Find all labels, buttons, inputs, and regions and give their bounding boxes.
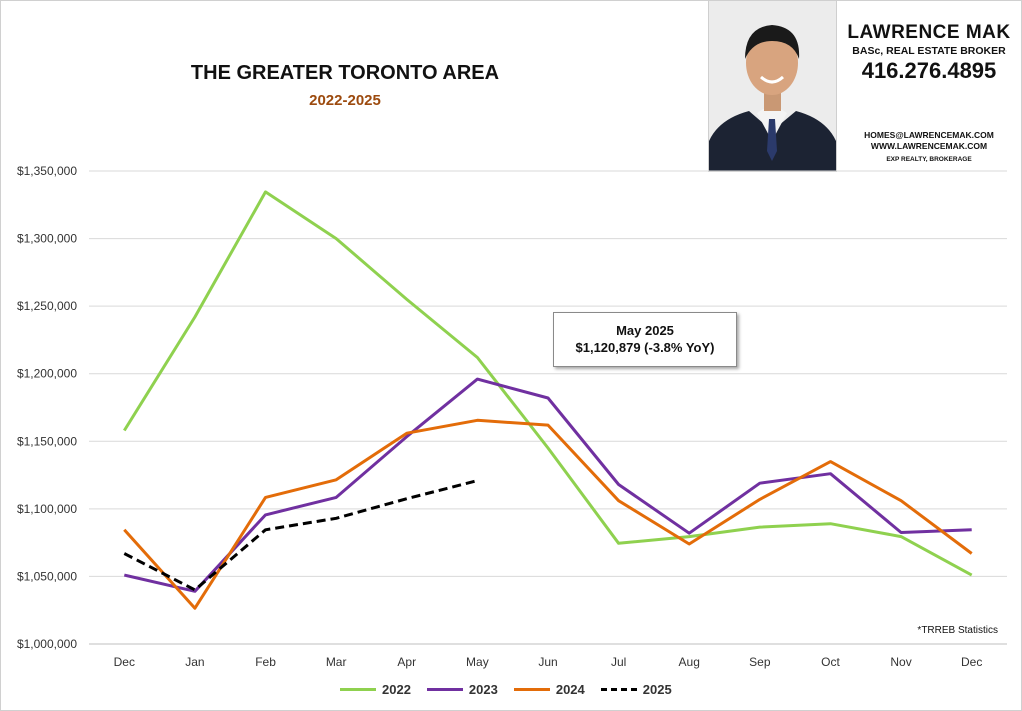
legend-item-2024: 2024 [513, 681, 585, 697]
series-line-2023 [123, 377, 972, 593]
legend-label: 2022 [382, 681, 411, 697]
x-tick-label: Jan [185, 655, 204, 669]
x-tick-label: Jul [611, 655, 626, 669]
legend-item-2023: 2023 [426, 681, 498, 697]
agent-phone: 416.276.4895 [861, 58, 997, 83]
y-tick-label: $1,150,000 [17, 434, 77, 448]
chart-subtitle: 2022-2025 [309, 92, 381, 109]
y-tick-label: $1,000,000 [17, 637, 77, 651]
source-note: *TRREB Statistics [917, 625, 998, 636]
agent-email: HOMES@LAWRENCEMAK.COM [864, 130, 994, 140]
y-tick-label: $1,050,000 [17, 569, 77, 583]
y-tick-label: $1,250,000 [17, 299, 77, 313]
x-tick-label: Jun [538, 655, 557, 669]
series-line-2024 [123, 418, 973, 610]
annotation-title: May 2025 [616, 323, 674, 338]
x-tick-label: Nov [890, 655, 911, 669]
y-axis-ticks: $1,000,000 $1,050,000 $1,100,000 $1,150,000… [17, 164, 77, 651]
series-line-2025 [123, 479, 478, 592]
gridlines [89, 170, 1007, 645]
legend-label: 2023 [468, 681, 498, 697]
x-tick-label: Aug [679, 655, 700, 669]
agent-credentials: BASc, REAL ESTATE BROKER [852, 45, 1006, 57]
annotation-value: $1,120,879 (-3.8% YoY) [575, 340, 715, 355]
legend-item-2022: 2022 [340, 682, 411, 697]
y-tick-label: $1,200,000 [17, 367, 77, 381]
x-tick-label: Dec [961, 655, 982, 669]
x-tick-label: May [466, 655, 489, 669]
series-line-2022 [123, 190, 973, 577]
x-tick-label: Sep [749, 655, 771, 669]
legend-label: 2025 [642, 681, 672, 697]
agent-photo [708, 0, 837, 172]
x-tick-label: Feb [255, 655, 276, 669]
legend-label: 2024 [555, 681, 585, 697]
legend-item-2025: 2025 [600, 681, 672, 697]
x-axis-ticks: Dec Jan Feb Mar Apr May Jun Jul Aug Sep Oct Nov Dec [114, 655, 983, 669]
x-tick-label: Dec [114, 655, 135, 669]
series-lines [123, 190, 973, 610]
agent-brokerage: EXP REALTY, BROKERAGE [886, 156, 972, 163]
legend-swatch [340, 687, 376, 691]
legend-swatch [600, 687, 637, 691]
legend-swatch [513, 687, 550, 691]
legend: 2022 2023 2024 2025 [340, 679, 688, 699]
agent-name: LAWRENCE MAK [847, 22, 1011, 43]
x-tick-label: Mar [326, 655, 347, 669]
chart-title: THE GREATER TORONTO AREA [190, 62, 500, 84]
x-tick-label: Oct [821, 655, 840, 669]
annotation-box: May 2025 $1,120,879 (-3.8% YoY) [553, 312, 737, 367]
agent-website: WWW.LAWRENCEMAK.COM [870, 141, 988, 151]
y-tick-label: $1,350,000 [17, 164, 77, 178]
x-tick-label: Apr [397, 655, 416, 669]
legend-swatch [426, 687, 463, 691]
y-tick-label: $1,300,000 [17, 232, 77, 246]
y-tick-label: $1,100,000 [17, 502, 77, 516]
